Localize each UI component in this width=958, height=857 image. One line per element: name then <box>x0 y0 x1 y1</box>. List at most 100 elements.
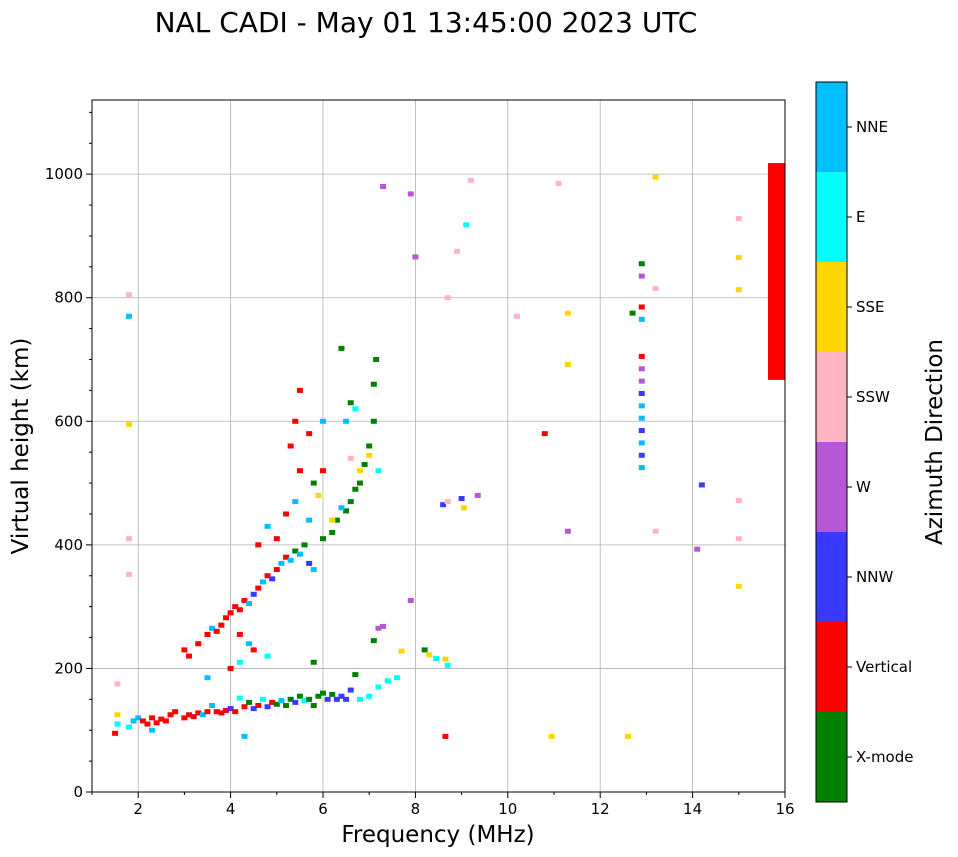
colorbar: X-mode Vertical NNW W SSW SSE E NNE <box>815 81 913 803</box>
data-point <box>474 492 481 498</box>
data-point <box>398 648 405 654</box>
data-point <box>306 696 313 702</box>
colorbar-segment <box>816 352 847 442</box>
data-point <box>255 542 262 548</box>
data-point <box>125 572 132 578</box>
data-point <box>638 452 645 458</box>
colorbar-segment <box>816 82 847 172</box>
data-point <box>278 698 285 704</box>
data-point <box>638 353 645 359</box>
x-tick-label: 10 <box>498 800 517 818</box>
x-tick-label: 4 <box>226 800 236 818</box>
data-point <box>227 665 234 671</box>
data-point <box>213 628 220 634</box>
data-point <box>735 287 742 293</box>
data-point <box>246 641 253 647</box>
data-point <box>440 502 447 508</box>
data-point <box>204 675 211 681</box>
data-point <box>273 567 280 573</box>
data-point <box>638 403 645 409</box>
data-point <box>204 709 211 715</box>
data-point <box>324 696 331 702</box>
data-point <box>241 733 248 739</box>
data-point <box>236 695 243 701</box>
data-point <box>310 659 317 665</box>
data-point <box>125 292 132 298</box>
data-point <box>638 316 645 322</box>
x-axis-title: Frequency (MHz) <box>341 822 534 848</box>
data-point <box>652 174 659 180</box>
data-point <box>375 625 382 631</box>
data-point <box>356 468 363 474</box>
data-point <box>310 703 317 708</box>
data-point <box>320 468 326 474</box>
data-point <box>114 681 121 687</box>
data-point <box>218 622 225 628</box>
data-point <box>250 591 257 597</box>
data-point <box>278 560 285 566</box>
data-point <box>287 696 294 702</box>
data-point <box>125 313 132 319</box>
data-point <box>264 573 271 579</box>
data-point <box>652 528 659 534</box>
data-point <box>375 684 382 690</box>
colorbar-segment <box>816 712 847 802</box>
data-point <box>158 716 165 722</box>
data-point <box>246 699 253 705</box>
data-point <box>264 704 271 710</box>
x-tick-label: 16 <box>775 800 794 818</box>
colorbar-label: SSW <box>856 388 890 406</box>
data-point <box>352 486 359 492</box>
data-point <box>139 718 146 724</box>
data-point <box>255 703 262 708</box>
data-point <box>564 361 571 367</box>
data-point <box>384 678 391 684</box>
data-point <box>296 693 303 699</box>
data-point <box>352 406 359 412</box>
y-tick-label: 1000 <box>45 165 83 183</box>
data-point <box>444 499 451 505</box>
data-point <box>283 554 290 560</box>
y-tick-label: 800 <box>54 289 83 307</box>
data-point <box>222 615 229 621</box>
data-point <box>269 576 276 582</box>
side-bar <box>768 163 785 380</box>
chart-title: NAL CADI - May 01 13:45:00 2023 UTC <box>155 6 698 39</box>
data-point <box>320 690 326 696</box>
x-tick-label: 8 <box>411 800 421 818</box>
data-point <box>112 730 119 736</box>
data-point <box>638 366 645 372</box>
data-point <box>421 647 428 653</box>
data-point <box>181 715 188 721</box>
x-tick-label: 2 <box>133 800 143 818</box>
data-point <box>250 647 257 653</box>
colorbar-frame <box>815 81 848 803</box>
data-point <box>236 631 243 637</box>
data-point <box>149 715 156 721</box>
data-point <box>638 390 645 396</box>
data-point <box>218 710 225 716</box>
x-axis-ticks: 2 4 6 8 10 12 14 16 <box>91 792 795 818</box>
data-point <box>370 418 377 424</box>
colorbar-segment <box>816 442 847 532</box>
data-point <box>412 254 419 260</box>
data-point <box>301 542 308 548</box>
data-point <box>548 733 555 739</box>
data-point <box>195 641 202 647</box>
data-point <box>356 696 363 702</box>
data-point <box>186 653 193 659</box>
data-point <box>343 508 350 514</box>
data-point <box>269 699 276 705</box>
data-point <box>407 597 414 603</box>
data-point <box>306 517 313 523</box>
data-point <box>172 709 179 715</box>
data-point <box>541 431 548 437</box>
data-point <box>186 712 193 718</box>
data-point <box>453 248 460 254</box>
data-point <box>114 712 121 718</box>
data-point <box>306 560 313 566</box>
data-point <box>232 709 239 715</box>
data-point <box>204 631 211 637</box>
colorbar-segment <box>816 622 847 712</box>
data-point <box>199 712 206 718</box>
